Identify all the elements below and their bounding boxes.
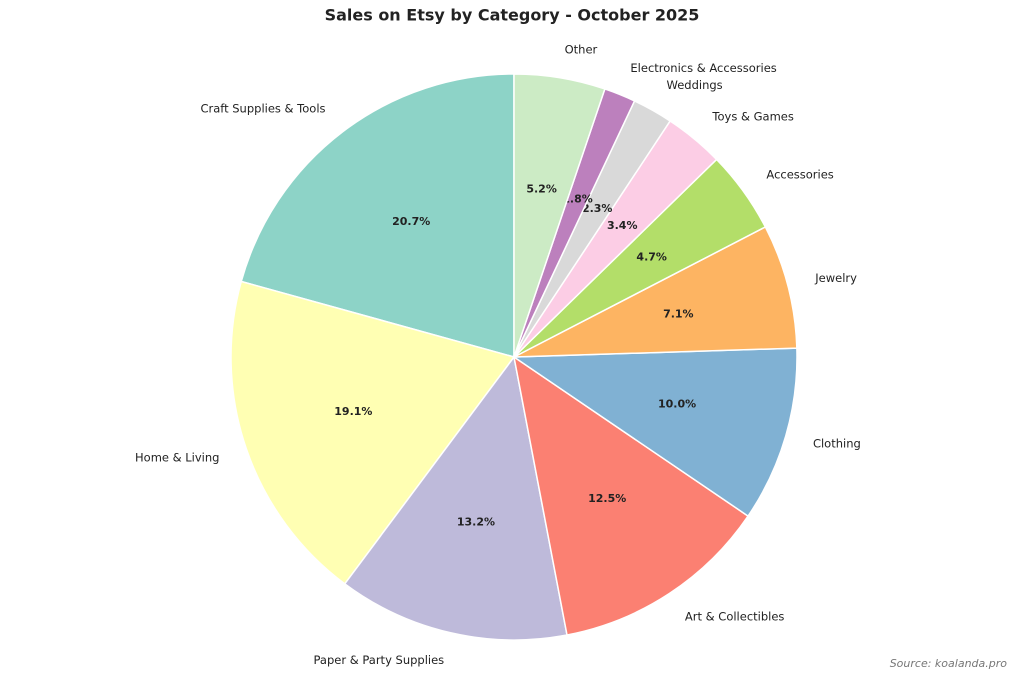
pie-slice	[512, 355, 750, 636]
pie-slice	[513, 73, 606, 358]
pie-slice	[343, 355, 568, 641]
percent-label: 2.3%	[582, 202, 613, 215]
percent-label: 10.0%	[658, 397, 696, 410]
pie-slice	[511, 347, 798, 518]
slice-label: Accessories	[766, 167, 833, 181]
slice-label: Other	[565, 42, 598, 56]
slice-label: Clothing	[813, 436, 861, 450]
percent-label: 7.1%	[663, 307, 694, 320]
pie-slice	[240, 73, 515, 358]
pie-slice	[513, 225, 798, 358]
percent-label: 12.5%	[588, 492, 626, 505]
pie-slice	[230, 280, 516, 585]
slice-label: Jewelry	[814, 271, 857, 285]
chart-title: Sales on Etsy by Category - October 2025	[325, 6, 700, 25]
slice-label: Electronics & Accessories	[630, 61, 776, 75]
slice-label: Art & Collectibles	[685, 610, 785, 624]
source-note: Source: koalanda.pro	[890, 657, 1008, 670]
slice-label: Toys & Games	[711, 110, 793, 124]
percent-label: 1.8%	[562, 193, 593, 206]
percent-label: 13.2%	[457, 515, 495, 528]
percent-label: 20.7%	[392, 215, 430, 228]
slice-label: Paper & Party Supplies	[314, 653, 445, 667]
slice-label: Home & Living	[135, 450, 219, 464]
percent-label: 19.1%	[334, 405, 372, 418]
percent-label: 4.7%	[636, 251, 667, 264]
slice-label: Craft Supplies & Tools	[200, 102, 325, 116]
percent-label: 3.4%	[607, 219, 638, 232]
slice-label: Weddings	[667, 78, 723, 92]
percent-label: 5.2%	[526, 182, 557, 195]
